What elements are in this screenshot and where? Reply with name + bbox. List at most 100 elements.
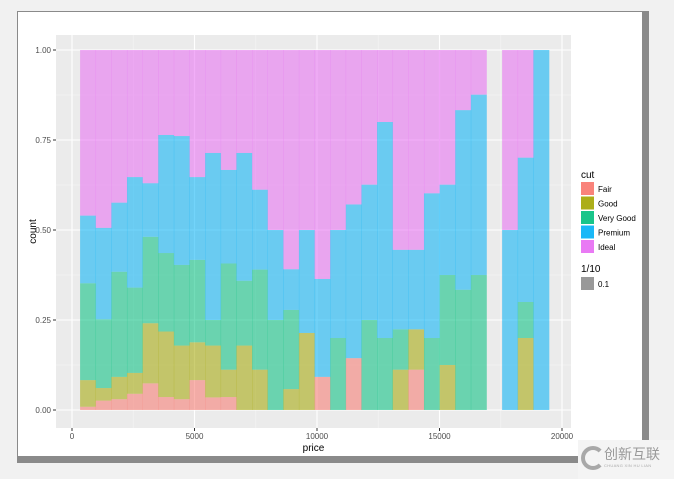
bar-fair xyxy=(314,376,331,410)
x-tick-label: 10000 xyxy=(306,432,329,441)
bar-very-good xyxy=(423,338,440,410)
bar-very-good xyxy=(80,283,97,381)
bar-very-good xyxy=(267,320,284,410)
bar-ideal xyxy=(80,50,97,216)
bar-good xyxy=(142,323,159,384)
bar-fair xyxy=(220,397,237,410)
bar-very-good xyxy=(95,319,112,389)
bar-premium xyxy=(361,184,378,320)
bar-good xyxy=(80,380,97,407)
bar-premium xyxy=(408,249,425,330)
bar-good xyxy=(392,369,409,410)
x-tick-label: 0 xyxy=(70,432,75,441)
bar-very-good xyxy=(252,269,268,370)
bar-very-good xyxy=(470,275,487,410)
legend-label: Good xyxy=(598,200,618,209)
bar-good xyxy=(173,345,190,400)
bar-fair xyxy=(80,406,97,410)
bar-ideal xyxy=(220,50,237,170)
bar-premium xyxy=(267,230,284,320)
bar-premium xyxy=(423,193,440,338)
bar-very-good xyxy=(361,320,378,410)
bar-ideal xyxy=(205,50,222,153)
bar-ideal xyxy=(517,50,534,158)
bar-ideal xyxy=(439,50,456,185)
bar-good xyxy=(111,376,128,400)
bar-ideal xyxy=(111,50,128,203)
bar-good xyxy=(158,331,175,398)
legend-key xyxy=(581,240,594,253)
bar-good xyxy=(126,372,143,394)
y-tick-label: 1.00 xyxy=(35,46,51,55)
y-tick-label: 0.50 xyxy=(35,226,51,235)
bar-fair xyxy=(111,399,128,410)
bar-premium xyxy=(439,184,456,275)
bar-premium xyxy=(173,136,190,265)
bar-premium xyxy=(126,177,143,288)
legend-label: Ideal xyxy=(598,243,616,252)
legend-key xyxy=(581,196,594,210)
bar-premium xyxy=(298,230,315,333)
bar-very-good xyxy=(517,302,534,338)
logo-subtext: CHUANG XIN HU LIAN xyxy=(604,463,652,468)
bar-good xyxy=(439,365,456,410)
bar-ideal xyxy=(502,50,519,230)
watermark-logo: 创新互联 CHUANG XIN HU LIAN xyxy=(578,440,674,479)
bar-premium xyxy=(283,269,300,310)
bar-very-good xyxy=(330,338,347,410)
bar-premium xyxy=(158,134,175,254)
bar-good xyxy=(205,345,222,398)
legend-label: Very Good xyxy=(598,214,636,223)
legend-title: cut xyxy=(581,170,595,181)
bar-ideal xyxy=(330,50,347,230)
bar-premium xyxy=(111,202,128,272)
legend-label: 0.1 xyxy=(598,280,610,289)
x-tick-label: 15000 xyxy=(428,432,451,441)
logo-text: 创新互联 xyxy=(604,447,660,463)
y-tick-label: 0.00 xyxy=(35,406,51,415)
bar-fair xyxy=(126,393,143,410)
bar-ideal xyxy=(392,50,409,250)
bar-ideal xyxy=(283,50,300,270)
bar-good xyxy=(252,369,268,410)
bar-very-good xyxy=(236,280,253,346)
bar-ideal xyxy=(142,50,159,184)
x-tick-label: 5000 xyxy=(186,432,204,441)
bar-premium xyxy=(345,204,362,359)
bar-good xyxy=(517,338,534,410)
bar-ideal xyxy=(377,50,394,122)
bar-very-good xyxy=(173,264,190,346)
bar-fair xyxy=(95,400,112,410)
bar-premium xyxy=(392,249,409,330)
bar-fair xyxy=(189,380,206,410)
bar-very-good xyxy=(126,287,143,373)
x-axis-title: price xyxy=(303,443,325,454)
bar-fair xyxy=(158,397,175,410)
bar-premium xyxy=(455,110,472,290)
x-tick-label: 20000 xyxy=(551,432,574,441)
bar-premium xyxy=(314,278,331,377)
bar-good xyxy=(220,369,237,398)
legend-key xyxy=(581,211,594,224)
bar-good xyxy=(283,389,300,410)
bar-very-good xyxy=(283,309,300,390)
bar-very-good xyxy=(455,289,472,410)
bar-premium xyxy=(330,230,347,338)
bar-very-good xyxy=(439,275,456,365)
bar-ideal xyxy=(173,50,190,137)
bar-premium xyxy=(80,215,97,284)
bar-very-good xyxy=(111,271,128,377)
bar-good xyxy=(95,388,112,401)
bar-premium xyxy=(205,152,222,320)
y-tick-label: 0.75 xyxy=(35,136,51,145)
bar-ideal xyxy=(314,50,331,279)
bar-ideal xyxy=(236,50,253,153)
bar-ideal xyxy=(95,50,112,228)
bar-premium xyxy=(220,169,237,264)
bar-fair xyxy=(408,369,425,410)
bar-ideal xyxy=(361,50,378,185)
bar-ideal xyxy=(470,50,487,95)
bar-good xyxy=(236,345,253,410)
logo-icon xyxy=(581,446,605,470)
